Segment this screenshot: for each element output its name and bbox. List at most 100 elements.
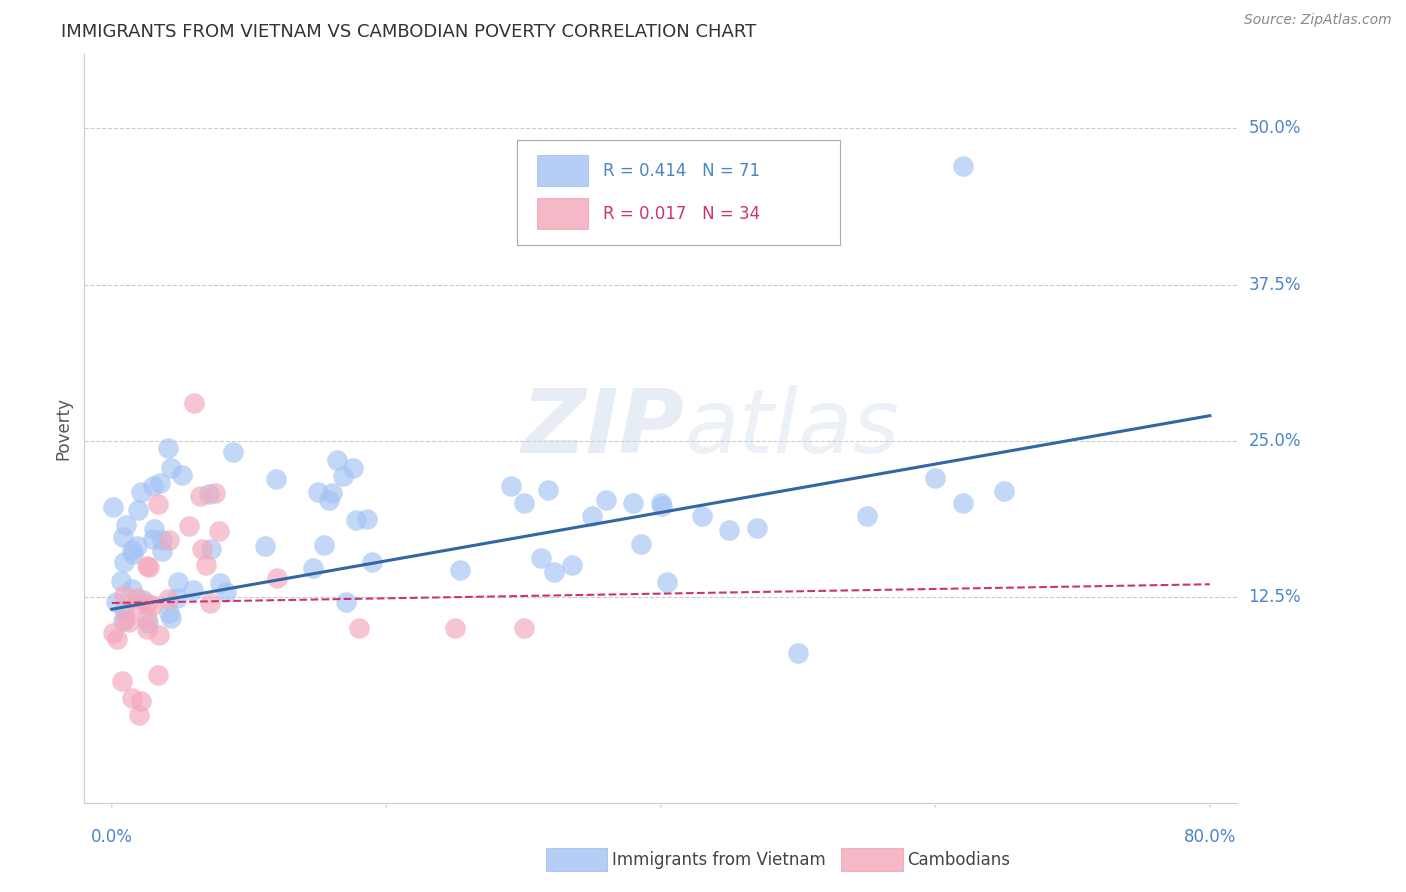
FancyBboxPatch shape (537, 198, 588, 229)
Point (104, 595, 127, 609)
Point (630, 537, 652, 551)
Point (125, 591, 148, 605)
Point (111, 530, 134, 544)
Text: 50.0%: 50.0% (1249, 120, 1301, 137)
Point (952, 496, 974, 510)
Point (121, 543, 143, 558)
Point (198, 487, 221, 501)
Point (190, 489, 212, 503)
Point (195, 558, 218, 573)
Point (132, 593, 155, 607)
Point (136, 615, 159, 630)
Point (131, 484, 153, 499)
Point (595, 493, 617, 508)
Point (924, 471, 946, 485)
FancyBboxPatch shape (517, 140, 839, 244)
Point (160, 611, 183, 625)
Point (537, 483, 560, 498)
Point (444, 621, 467, 635)
Point (121, 582, 143, 597)
Point (125, 598, 148, 612)
Point (307, 484, 329, 499)
Point (183, 396, 205, 410)
Point (332, 468, 354, 483)
Point (204, 485, 226, 500)
Text: Immigrants from Vietnam: Immigrants from Vietnam (612, 851, 825, 869)
Text: 37.5%: 37.5% (1249, 276, 1301, 293)
Text: 12.5%: 12.5% (1249, 588, 1301, 606)
Point (318, 492, 340, 507)
Point (690, 508, 713, 523)
Point (135, 622, 157, 636)
Point (326, 453, 349, 467)
Point (621, 496, 644, 510)
Point (112, 555, 135, 569)
Point (717, 523, 740, 537)
Text: R = 0.017   N = 34: R = 0.017 N = 34 (603, 204, 761, 223)
Point (335, 595, 357, 609)
Point (101, 625, 124, 640)
Point (200, 541, 222, 556)
Point (150, 544, 173, 558)
Point (344, 513, 367, 527)
Point (360, 556, 382, 570)
Point (347, 621, 370, 635)
Point (200, 596, 222, 610)
Point (501, 479, 523, 493)
Point (253, 539, 276, 553)
Point (125, 539, 148, 553)
Point (561, 558, 583, 572)
Point (170, 468, 193, 483)
Point (855, 508, 877, 523)
Point (112, 588, 135, 602)
Point (118, 615, 141, 630)
Point (651, 499, 673, 513)
Text: atlas: atlas (683, 385, 898, 471)
Point (149, 476, 172, 491)
Point (142, 522, 165, 536)
Point (215, 585, 238, 599)
Point (222, 445, 245, 459)
Point (312, 538, 335, 552)
Point (110, 574, 132, 589)
Point (148, 628, 170, 642)
Point (655, 574, 678, 589)
Y-axis label: Poverty: Poverty (55, 397, 73, 459)
Point (111, 674, 134, 689)
Point (160, 461, 183, 475)
Point (142, 532, 165, 546)
Text: 0.0%: 0.0% (91, 828, 132, 846)
Point (157, 533, 180, 547)
Point (530, 550, 553, 565)
Point (449, 562, 471, 576)
Point (264, 472, 287, 486)
Point (512, 621, 534, 635)
Point (129, 694, 152, 708)
Point (512, 496, 534, 510)
Point (167, 575, 190, 590)
Point (166, 591, 188, 605)
Point (301, 561, 323, 575)
Text: ZIP: ZIP (522, 384, 683, 472)
Point (128, 708, 150, 723)
Text: IMMIGRANTS FROM VIETNAM VS CAMBODIAN POVERTY CORRELATION CHART: IMMIGRANTS FROM VIETNAM VS CAMBODIAN POV… (62, 23, 756, 41)
Point (138, 560, 160, 574)
Text: Cambodians: Cambodians (907, 851, 1010, 869)
Point (146, 667, 169, 681)
Point (208, 575, 231, 590)
Point (993, 483, 1015, 498)
Text: Source: ZipAtlas.com: Source: ZipAtlas.com (1244, 13, 1392, 28)
Point (146, 497, 169, 511)
Text: 25.0%: 25.0% (1249, 432, 1301, 450)
Point (266, 571, 288, 585)
Point (356, 512, 378, 526)
Point (650, 496, 672, 510)
Point (112, 602, 135, 616)
Point (114, 612, 136, 626)
Point (952, 159, 974, 173)
Point (157, 607, 180, 621)
Point (207, 524, 229, 539)
Point (103, 500, 125, 514)
FancyBboxPatch shape (537, 155, 588, 186)
Point (321, 485, 343, 500)
